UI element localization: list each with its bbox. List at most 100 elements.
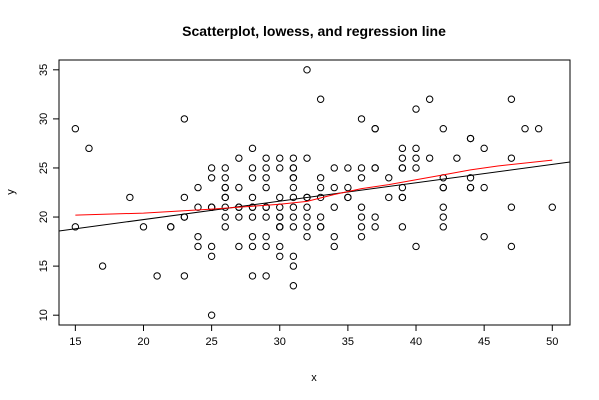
data-point [262, 164, 270, 172]
data-point [357, 164, 366, 172]
data-point [439, 203, 447, 211]
data-point [276, 213, 284, 221]
data-point [276, 252, 284, 260]
data-point [180, 272, 189, 280]
data-point [262, 272, 270, 280]
data-point [439, 183, 447, 192]
data-point [439, 125, 447, 133]
data-point [385, 193, 393, 202]
data-point [167, 223, 175, 231]
data-point [289, 154, 298, 162]
data-point [357, 223, 366, 231]
data-point [194, 232, 202, 241]
data-point [466, 134, 475, 143]
data-point [207, 164, 216, 172]
data-point [398, 164, 407, 172]
data-point [235, 213, 243, 221]
data-point [330, 203, 338, 211]
data-point [412, 242, 420, 251]
data-point [507, 154, 516, 162]
data-point [221, 174, 229, 182]
data-points [71, 66, 556, 319]
data-point [398, 193, 407, 202]
data-point [262, 232, 270, 241]
data-point [303, 213, 311, 221]
data-point [398, 154, 407, 162]
data-point [303, 66, 311, 74]
data-point [289, 193, 298, 202]
data-point [276, 164, 284, 172]
data-point [221, 203, 229, 211]
data-point [262, 154, 270, 162]
data-point [303, 232, 311, 241]
data-point [385, 174, 393, 182]
data-point [316, 213, 325, 221]
data-point [262, 174, 270, 182]
data-point [276, 242, 284, 251]
data-point [221, 164, 229, 172]
data-point [248, 242, 257, 251]
data-point [398, 144, 407, 153]
data-point [221, 193, 229, 202]
data-point [262, 242, 270, 251]
data-point [371, 223, 379, 231]
data-point [480, 144, 488, 153]
y-axis: 10 15 20 25 30 35 [38, 64, 59, 321]
chart-title: Scatterplot, lowess, and regression line [182, 23, 446, 39]
regression-line [58, 161, 571, 232]
data-point [303, 154, 311, 162]
data-point [262, 203, 270, 211]
data-point [153, 272, 161, 280]
data-point [357, 213, 366, 221]
data-point [248, 232, 257, 241]
data-point [439, 223, 447, 231]
data-point [289, 282, 298, 290]
data-point [207, 242, 216, 251]
data-point [344, 193, 352, 202]
data-point [425, 154, 434, 162]
data-point [371, 213, 379, 221]
data-point [248, 164, 257, 172]
data-point [548, 203, 556, 211]
data-point [126, 193, 134, 202]
data-point [371, 164, 379, 172]
data-point [180, 193, 189, 202]
data-point [316, 223, 325, 231]
data-point [248, 174, 257, 182]
y-tick-label: 20 [38, 211, 50, 223]
x-tick-label: 20 [137, 336, 149, 348]
data-point [330, 164, 338, 172]
data-point [262, 213, 270, 221]
data-point [466, 183, 475, 192]
data-point [71, 223, 80, 231]
x-tick-label: 30 [274, 336, 286, 348]
data-point [276, 203, 284, 211]
data-point [289, 174, 298, 182]
data-point [371, 125, 379, 133]
data-point [207, 174, 216, 182]
data-point [357, 232, 366, 241]
x-tick-label: 50 [546, 336, 558, 348]
data-point [412, 164, 420, 172]
data-point [289, 262, 298, 270]
data-point [289, 203, 298, 211]
data-point [235, 183, 243, 192]
data-point [289, 252, 298, 260]
fit-lines [58, 159, 571, 232]
data-point [412, 154, 420, 162]
x-tick-label: 25 [205, 336, 217, 348]
data-point [194, 242, 202, 251]
data-point [303, 223, 311, 231]
data-point [412, 144, 420, 153]
y-tick-label: 15 [38, 260, 50, 272]
data-point [221, 213, 229, 221]
data-point [480, 232, 488, 241]
data-point [534, 125, 543, 133]
data-point [289, 223, 298, 231]
data-point [412, 105, 420, 113]
x-tick-label: 35 [342, 336, 354, 348]
data-point [316, 95, 325, 103]
y-axis-label: y [5, 189, 17, 195]
data-point [303, 203, 311, 211]
